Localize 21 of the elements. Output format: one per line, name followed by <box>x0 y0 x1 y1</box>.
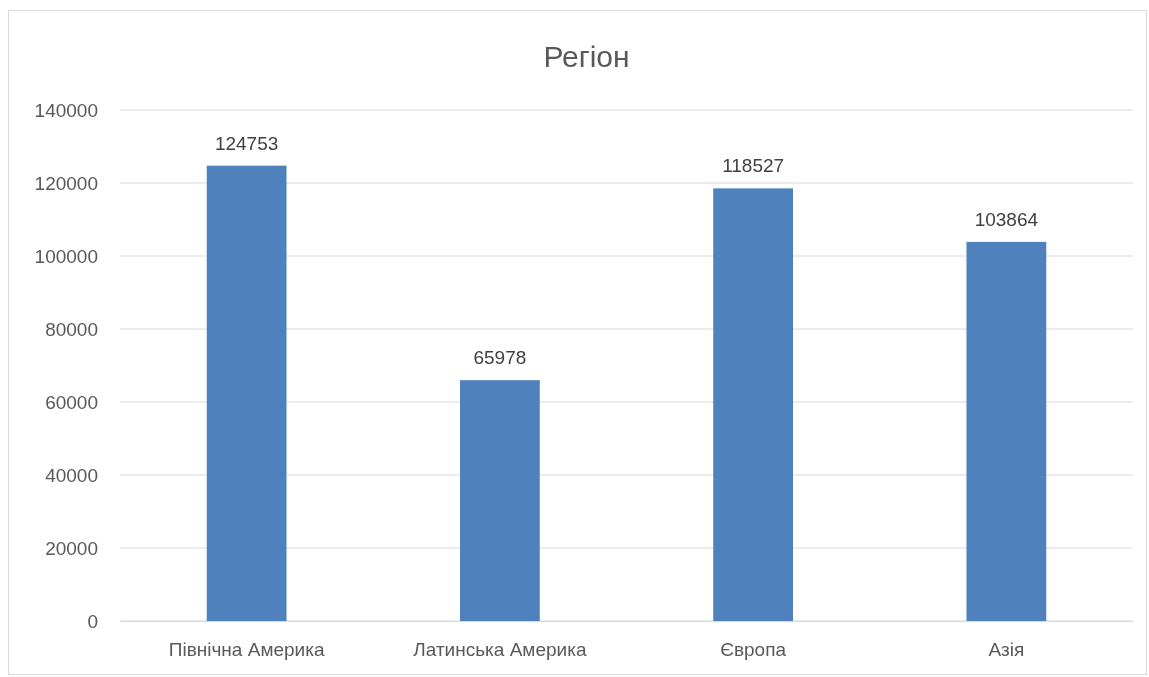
chart-title: Регіон <box>543 40 630 73</box>
x-tick-label: Латинська Америка <box>413 639 587 661</box>
y-tick-label: 120000 <box>34 172 98 194</box>
data-label: 118527 <box>722 155 785 177</box>
bar <box>206 165 287 621</box>
y-tick-label: 100000 <box>34 245 98 267</box>
y-tick-label: 0 <box>87 610 98 632</box>
y-tick-label: 40000 <box>45 464 98 486</box>
y-tick-label: 60000 <box>45 391 98 413</box>
bar <box>459 380 540 621</box>
y-tick-label: 80000 <box>45 318 98 340</box>
y-tick-label: 20000 <box>45 537 98 559</box>
x-tick-label: Північна Америка <box>168 639 325 661</box>
bar <box>966 241 1047 621</box>
data-label: 124753 <box>214 132 279 154</box>
y-tick-label: 140000 <box>34 99 98 121</box>
x-tick-label: Європа <box>720 639 787 661</box>
data-label: 103864 <box>974 208 1039 230</box>
bar <box>713 188 794 621</box>
x-tick-label: Азія <box>988 639 1025 661</box>
data-label: 65978 <box>473 347 527 369</box>
